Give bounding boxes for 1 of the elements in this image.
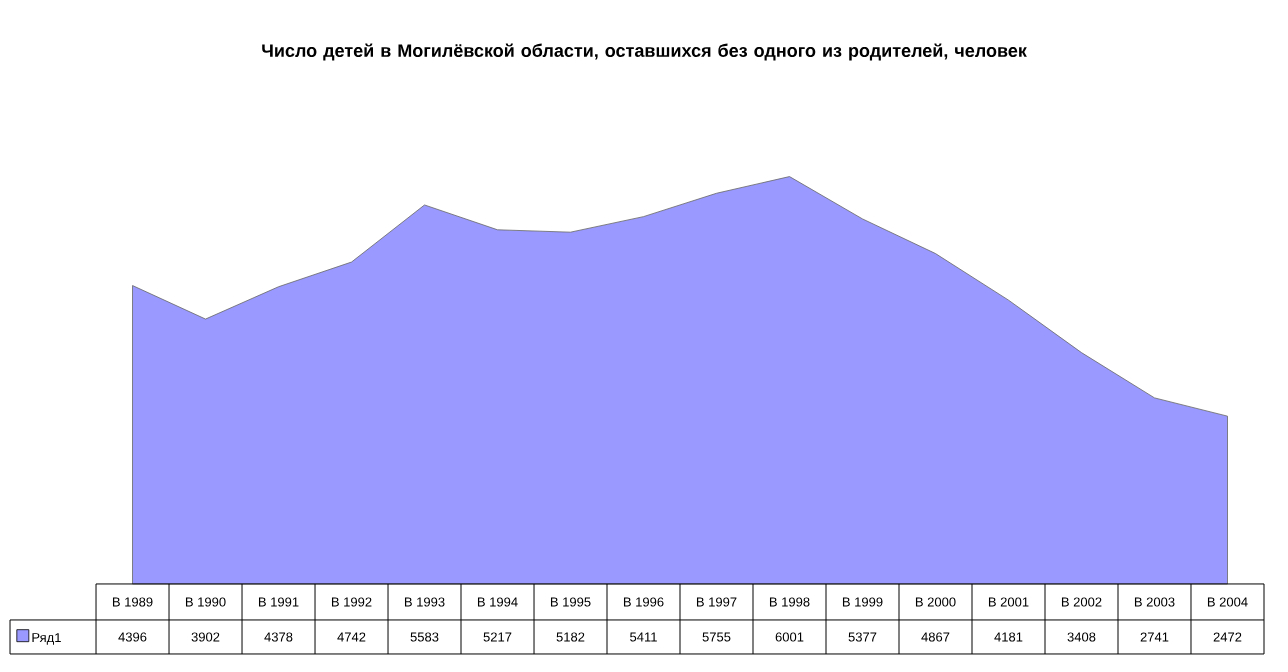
chart-title: Число детей в Могилёвской области, оставшихся без одного из родителей, человек xyxy=(262,43,1027,61)
